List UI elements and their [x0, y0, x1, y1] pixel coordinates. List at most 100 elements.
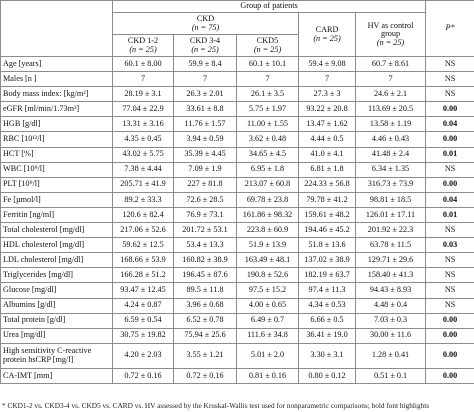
p-value: 0.00 — [425, 342, 474, 369]
card-value: 6.81 ± 1.8 — [298, 161, 356, 178]
hv-value: 41.48 ± 2.4 — [354, 146, 427, 163]
row-label: Glucose [mg/dl] — [0, 282, 113, 299]
hv-header-line2: group — [380, 29, 401, 39]
ckd5-value: 3.62 ± 0.48 — [236, 131, 299, 148]
ckd34-value: 3.96 ± 0.68 — [173, 297, 237, 314]
group-of-patients-header: Group of patients — [111, 0, 427, 13]
row-label: HCT [%] — [0, 146, 113, 163]
card-header-n: (n = 25) — [313, 33, 341, 43]
ckd12-value: 28.19 ± 3.1 — [112, 86, 174, 103]
p-value: 0.01 — [425, 146, 474, 163]
row-label: LDL cholesterol [mg/dl] — [0, 252, 113, 269]
ckd34-value: 11.76 ± 1.57 — [173, 116, 237, 133]
card-value: 3.30 ± 3.1 — [298, 342, 356, 369]
ckd12-value: 0.72 ± 0.16 — [112, 367, 174, 384]
hv-header-line1: HV as control — [367, 20, 414, 30]
ckd34-value: 6.52 ± 0.78 — [173, 312, 237, 329]
p-value: 0.00 — [425, 327, 474, 344]
ckd5-value: 111.6 ± 34.8 — [236, 327, 299, 344]
p-value: NS — [425, 297, 474, 314]
ckd34-value: 33.61 ± 8.8 — [173, 101, 237, 118]
ckd5-value: 5.75 ± 1.97 — [236, 101, 299, 118]
p-value: NS — [425, 282, 474, 299]
hv-value: 94.43 ± 8.93 — [354, 282, 427, 299]
card-value: 4.34 ± 0.53 — [298, 297, 356, 314]
ckd-header: CKD (n = 75) — [112, 12, 299, 35]
card-header-name: CARD — [315, 24, 339, 34]
ckd34-value: 35.39 ± 4.45 — [173, 146, 237, 163]
row-label: Triglycerides [mg/dl] — [0, 267, 113, 284]
card-value: 36.41 ± 19.0 — [298, 327, 356, 344]
row-label: eGFR [ml/min/1.73m²] — [0, 101, 113, 118]
ckd5-header-n: (n = 25) — [253, 44, 282, 54]
ckd12-header-name: CKD 1-2 — [127, 35, 159, 45]
table-row: Body mass index: [kg/m²] 28.19 ± 3.1 26.3 … — [0, 86, 474, 103]
table-row: Total protein [g/dl] 6.59 ± 0.54 6.52 ± 0.… — [0, 312, 474, 329]
ckd5-value: 7 — [236, 71, 299, 88]
card-value: 79.78 ± 41.2 — [298, 191, 356, 208]
card-value: 97.4 ± 11.3 — [298, 282, 356, 299]
row-label: Fe [µmol/l] — [0, 191, 113, 208]
ckd34-value: 227 ± 81.8 — [173, 176, 237, 193]
row-label: Albumins [g/dl] — [0, 297, 113, 314]
hv-value: 60.7 ± 8.61 — [354, 55, 427, 73]
table-row: LDL cholesterol [mg/dl] 168.66 ± 53.9 160.… — [0, 252, 474, 269]
ckd34-value: 3.55 ± 1.21 — [173, 342, 237, 369]
p-value-header-text: P* — [445, 23, 455, 33]
patients-table: Group of patients P* CKD (n = 75) CARD (… — [0, 0, 474, 384]
ckd12-value: 59.62 ± 12.5 — [112, 237, 174, 254]
hv-header-n: (n = 25) — [376, 37, 405, 47]
table-row: HGB [g/dl] 13.31 ± 3.16 11.76 ± 1.57 11.00 … — [0, 116, 474, 133]
row-label: Total protein [g/dl] — [0, 312, 113, 329]
ckd12-value: 4.20 ± 2.03 — [112, 342, 174, 369]
table-container: Group of patients P* CKD (n = 75) CARD (… — [0, 0, 474, 384]
ckd5-value: 213.07 ± 60.8 — [236, 176, 299, 193]
card-value: 4.44 ± 0.5 — [298, 131, 356, 148]
ckd5-value: 26.1 ± 3.5 — [236, 86, 299, 103]
ckd12-header: CKD 1-2 (n = 25) — [112, 34, 174, 57]
ckd34-value: 3.94 ± 0.59 — [173, 131, 237, 148]
ckd34-value: 0.72 ± 0.16 — [173, 367, 237, 384]
ckd5-value: 51.9 ± 13.9 — [236, 237, 299, 254]
p-value: 0.03 — [425, 237, 474, 254]
p-value: 0.04 — [425, 116, 474, 133]
p-value: NS — [425, 55, 474, 73]
hv-value: 1.28 ± 0.41 — [354, 342, 427, 369]
ckd5-header: CKD5 (n = 25) — [236, 34, 299, 57]
p-value: 0.00 — [425, 131, 474, 148]
ckd5-value: 190.8 ± 52.6 — [236, 267, 299, 284]
card-value: 13.47 ± 1.62 — [298, 116, 356, 133]
table-row: Triglycerides [mg/dl] 166.28 ± 51.2 196.45… — [0, 267, 474, 284]
table-row: CA-IMT [mm] 0.72 ± 0.16 0.72 ± 0.16 0.81 ± … — [0, 367, 474, 384]
ckd34-value: 196.45 ± 87.6 — [173, 267, 237, 284]
ckd34-value: 160.82 ± 38.9 — [173, 252, 237, 269]
p-value: 0.00 — [425, 367, 474, 384]
row-label: Ferritin [ng/ml] — [0, 206, 113, 224]
card-value: 137.02 ± 38.9 — [298, 252, 356, 269]
ckd12-value: 217.06 ± 52.6 — [112, 222, 174, 239]
ckd12-value: 7 — [112, 71, 174, 88]
ckd34-value: 76.9 ± 73.1 — [173, 206, 237, 224]
card-value: 59.4 ± 9.08 — [298, 55, 356, 73]
p-value: 0.00 — [425, 176, 474, 193]
ckd-header-n: (n = 75) — [191, 22, 220, 32]
ckd-header-name: CKD — [196, 13, 215, 23]
row-label: PLT [10⁹/l] — [0, 176, 113, 193]
ckd34-value: 59.9 ± 8.4 — [173, 55, 237, 73]
ckd34-value: 7.09 ± 1.9 — [173, 161, 237, 178]
card-value: 41.0 ± 4.1 — [298, 146, 356, 163]
ckd5-value: 60.1 ± 10.1 — [236, 55, 299, 73]
hv-value: 13.58 ± 1.19 — [354, 116, 427, 133]
table-row: Glucose [mg/dl] 93.47 ± 12.45 89.5 ± 11.8 9… — [0, 282, 474, 299]
table-row: Urea [mg/dl] 30.75 ± 19.82 75.94 ± 25.6 111… — [0, 327, 474, 344]
hv-value: 201.92 ± 22.3 — [354, 222, 427, 239]
ckd12-value: 89.2 ± 33.3 — [112, 191, 174, 208]
ckd12-value: 43.02 ± 5.75 — [112, 146, 174, 163]
ckd34-value: 72.6 ± 28.5 — [173, 191, 237, 208]
ckd34-value: 201.72 ± 53.1 — [173, 222, 237, 239]
ckd5-value: 69.78 ± 23.8 — [236, 191, 299, 208]
table-row: Males [n ] 7 7 7 7 7 NS — [0, 71, 474, 88]
ckd5-value: 4.00 ± 0.65 — [236, 297, 299, 314]
ckd5-value: 34.65 ± 4.5 — [236, 146, 299, 163]
p-value: NS — [425, 252, 474, 269]
